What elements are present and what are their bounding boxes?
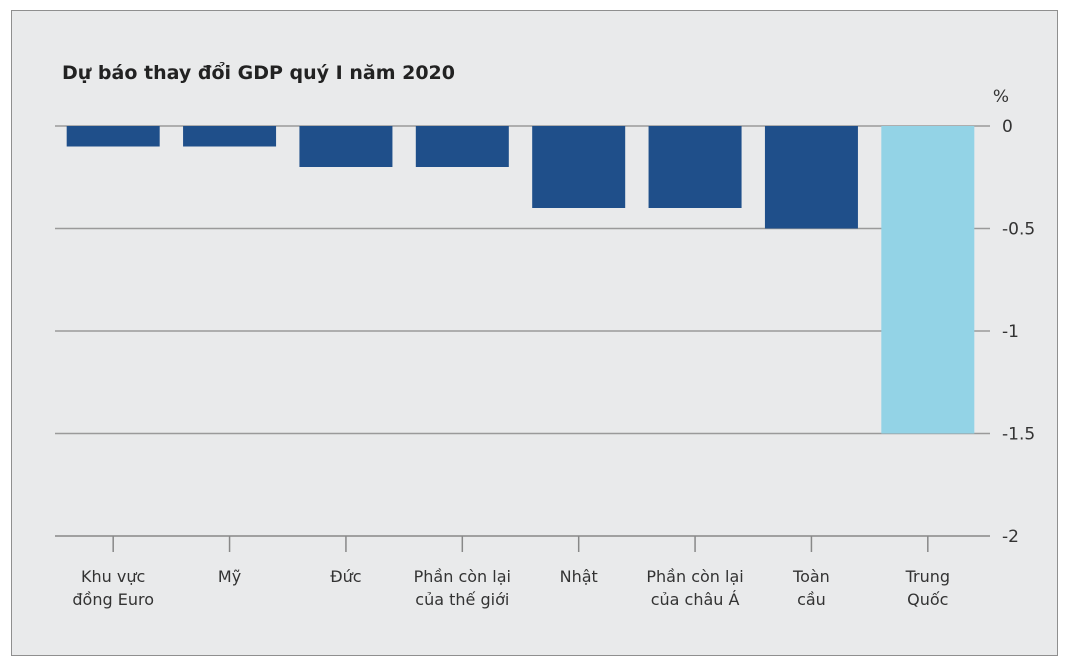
- chart-title: Dự báo thay đổi GDP quý I năm 2020: [62, 62, 455, 84]
- bars: [66, 126, 975, 434]
- category-labels: Khu vực đồng Euro Mỹ Đức Phần còn lại của thế…: [72, 567, 950, 609]
- y-tick-label: -1: [1002, 322, 1019, 342]
- category-label: của thế giới: [415, 590, 509, 609]
- x-axis: [55, 535, 990, 552]
- category-label: cầu: [797, 590, 826, 609]
- bar: [415, 126, 509, 167]
- bar: [532, 126, 626, 208]
- category-label: Trung: [905, 567, 950, 586]
- bar: [764, 126, 858, 229]
- category-label: đồng Euro: [72, 590, 154, 609]
- category-label: Phần còn lại: [414, 567, 511, 586]
- y-tick-label: -2: [1002, 527, 1019, 547]
- category-label: Quốc: [907, 590, 948, 609]
- bar: [881, 126, 975, 434]
- category-label: Mỹ: [218, 567, 241, 586]
- bar: [66, 126, 160, 147]
- y-unit-label: %: [993, 87, 1009, 107]
- bar: [648, 126, 742, 208]
- y-tick-label: -0.5: [1002, 220, 1035, 240]
- category-label: Toàn: [792, 567, 830, 586]
- y-tick-label: 0: [1002, 117, 1013, 137]
- category-label: Đức: [330, 567, 361, 586]
- bar: [299, 126, 393, 167]
- category-label: Nhật: [560, 567, 598, 586]
- bar: [183, 126, 277, 147]
- category-label: Phần còn lại: [646, 567, 743, 586]
- y-tick-labels: 0 -0.5 -1 -1.5 -2: [1002, 117, 1035, 547]
- category-label: Khu vực: [81, 567, 145, 586]
- category-label: của châu Á: [651, 590, 740, 609]
- y-tick-label: -1.5: [1002, 425, 1035, 445]
